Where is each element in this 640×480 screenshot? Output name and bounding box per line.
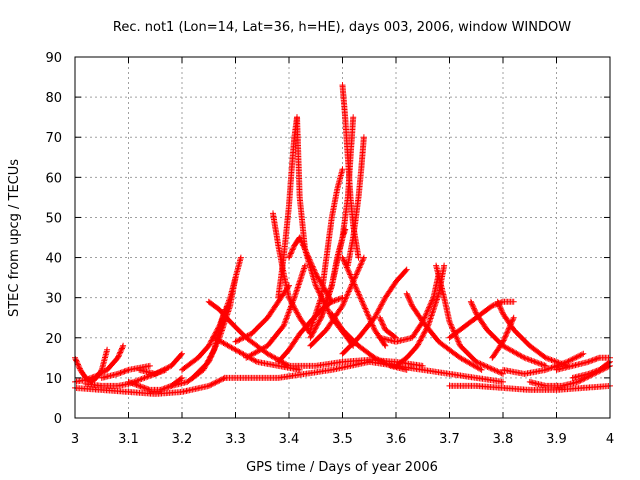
series-arc-08 [168,306,228,389]
series-arc-36 [403,290,485,373]
data-point [489,314,517,361]
series-arc-21 [307,166,346,333]
data-point [286,234,335,305]
y-tick-label: 20 [45,332,62,347]
data-point [376,314,399,341]
series-arc-17 [275,114,300,301]
series-arc-15 [243,262,309,361]
series-arc-31 [366,358,506,385]
y-tick-label: 70 [45,131,62,146]
data-marks [72,82,613,397]
series-arc-44 [553,354,613,373]
data-point [270,210,314,337]
x-tick-label: 3.4 [279,432,300,447]
series-arc-29 [339,266,410,357]
series-arc-13 [221,358,373,381]
data-point [467,298,549,369]
data-point [275,114,300,301]
data-point [221,358,373,381]
x-tick-label: 3.3 [225,432,246,447]
data-point [366,358,506,385]
series-arc-02 [72,342,127,385]
chart-title: Rec. not1 (Lon=14, Lat=36, h=HE), days 0… [113,20,571,35]
series-arc-42 [500,350,587,377]
y-tick-label: 60 [45,171,62,186]
series-arc-16 [270,210,314,337]
series-arc-39 [494,298,571,369]
data-point [553,354,613,373]
series-arc-35 [376,314,399,341]
y-tick-label: 80 [45,91,62,106]
x-tick-label: 3.1 [118,432,139,447]
data-point [446,382,613,393]
y-tick-label: 50 [45,211,62,226]
data-point [494,298,571,369]
x-tick-label: 3.7 [439,432,460,447]
data-point [72,342,127,385]
series-arc-45 [569,358,613,381]
x-tick-label: 4 [606,432,614,447]
x-tick-label: 3.2 [172,432,193,447]
x-axis-label: GPS time / Days of year 2006 [246,460,438,475]
data-point [403,290,485,373]
data-point [168,306,228,389]
data-point [376,270,442,345]
series-arc-19 [286,234,335,305]
x-tick-label: 3.9 [546,432,567,447]
y-axis-label: STEC from upcg / TECUs [7,159,22,317]
series-arc-41 [446,382,613,393]
x-tick-label: 3.5 [332,432,353,447]
data-point [569,358,613,381]
series-arc-38 [467,298,549,369]
y-tick-label: 10 [45,372,62,387]
x-tick-label: 3 [71,432,79,447]
x-tick-label: 3.8 [493,432,514,447]
series-arc-40 [489,314,517,361]
data-point [500,350,587,377]
y-tick-label: 30 [45,292,62,307]
y-tick-label: 0 [54,412,62,427]
series-arc-34 [376,270,442,345]
series-arc-06 [136,350,185,377]
data-point [307,166,346,333]
x-tick-label: 3.6 [386,432,407,447]
y-tick-label: 90 [45,51,62,66]
data-point [136,350,185,377]
data-point [339,266,410,357]
y-tick-label: 40 [45,252,62,267]
axis-ticks [74,56,611,419]
data-point [243,262,309,361]
